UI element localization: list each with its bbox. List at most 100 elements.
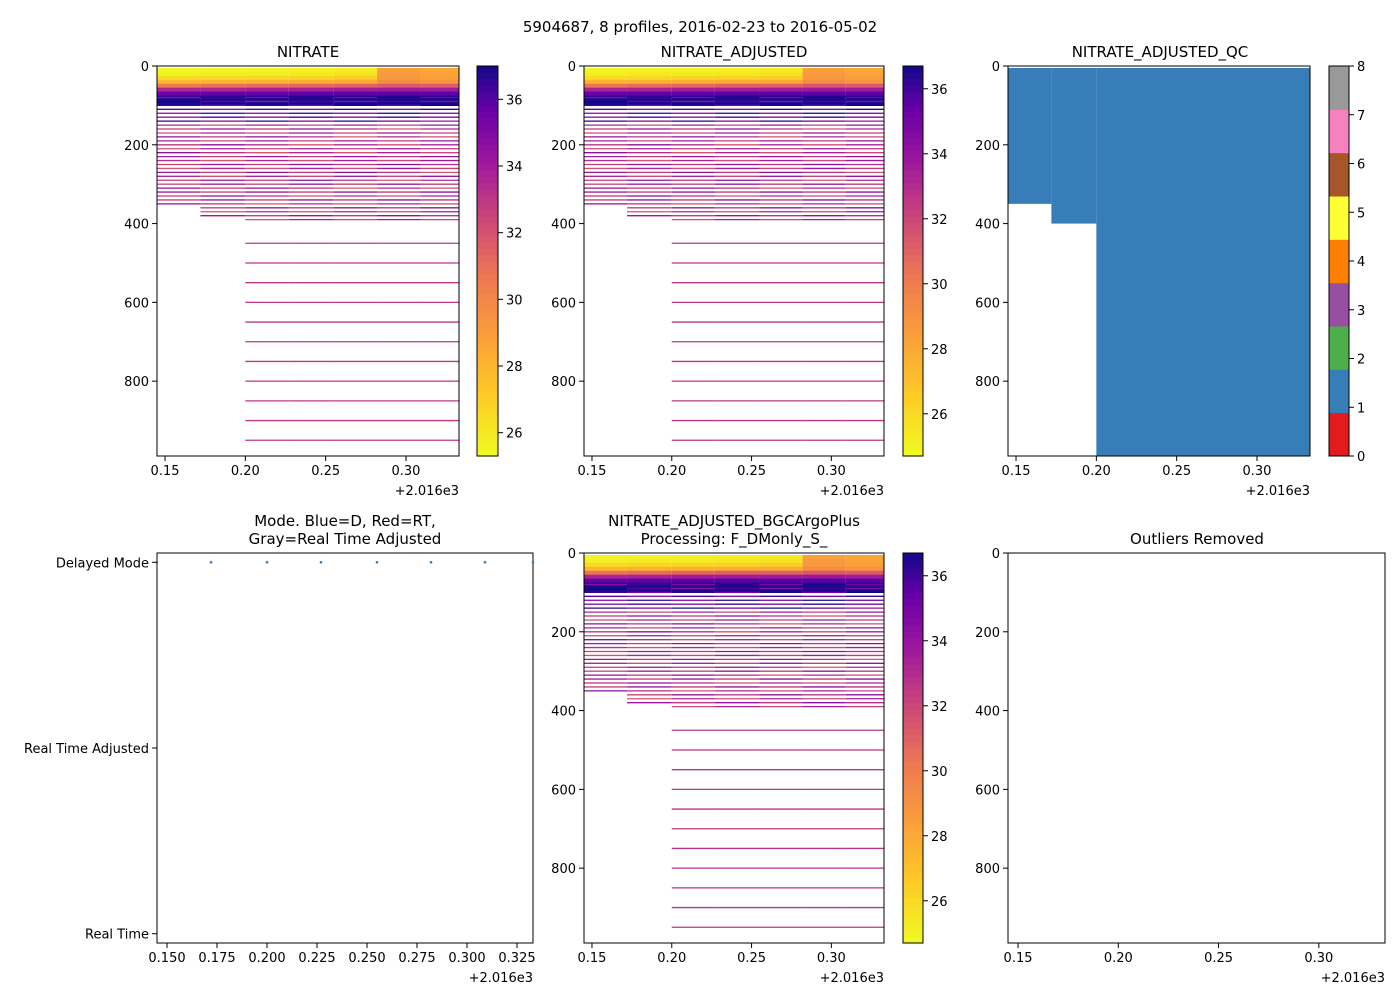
x-tick-label: 0.25 [1204,951,1233,966]
heatmap-cell [245,87,289,94]
y-tick-label: 600 [551,783,576,798]
colorbar-tick-label: 36 [931,570,948,585]
heatmap-cell [759,79,803,86]
heatmap-cell [802,574,846,581]
heatmap-cell [802,67,846,74]
colorbar-tick-label: 34 [931,148,948,163]
colorbar-segment [903,917,923,925]
qc-x-offset: +2.016e3 [1246,484,1310,499]
heatmap-cell [157,79,201,86]
colorbar-segment [903,248,923,256]
colorbar-segment [903,728,923,736]
heatmap-cell [845,75,884,82]
bgc-colorbar: 26 28 30 32 34 36 [902,552,948,944]
colorbar-segment [903,871,923,879]
colorbar-tick-label: 34 [506,160,523,175]
qc-colorbar-segment [1329,196,1349,240]
colorbar-segment [477,443,498,451]
y-tick-label: 200 [975,626,1000,641]
colorbar-segment [477,378,498,386]
heatmap-cell [845,83,884,90]
heatmap-cell [333,91,378,98]
heatmap-cell [627,586,672,593]
heatmap-cell [714,75,760,82]
colorbar-segment [903,891,923,899]
x-tick-label: 0.275 [398,951,435,966]
x-tick-label: 0.15 [151,464,180,479]
heatmap-cell [627,83,672,90]
colorbar-segment [903,793,923,801]
colorbar-segment [477,280,498,288]
heatmap-cell [245,75,289,82]
qc-colorbar-tick-label: 1 [1357,401,1365,416]
x-tick-label: 0.25 [311,464,340,479]
colorbar-segment [903,754,923,762]
qc-colorbar-segment [1329,326,1349,370]
heatmap-cell [671,554,715,561]
y-tick-label: 200 [551,626,576,641]
y-tick-label: 600 [124,296,149,311]
heatmap-cell [714,578,760,585]
heatmap-cell [584,558,628,565]
heatmap-cell [845,87,884,94]
colorbar-segment [477,209,498,217]
colorbar-tick-label: 36 [931,83,948,98]
colorbar-segment [903,709,923,717]
heatmap-cell [627,95,672,102]
colorbar-segment [903,85,923,93]
colorbar-segment [477,248,498,256]
colorbar-segment [903,202,923,210]
colorbar-tick-label: 28 [931,343,948,358]
heatmap-cell [584,582,628,589]
heatmap-cell [627,574,672,581]
heatmap-cell [245,79,289,86]
colorbar-segment [903,605,923,613]
colorbar-segment [903,566,923,574]
colorbar-segment [903,339,923,347]
colorbar-segment [903,592,923,600]
colorbar-segment [477,157,498,165]
y-tick-label: 400 [975,218,1000,233]
colorbar-segment [903,215,923,223]
nitrate-adjusted-plot-area: 0.15 0.20 0.25 0.30 0 200 400 600 800 [551,60,885,479]
heatmap-cell [377,95,421,102]
colorbar-tick-label: 28 [506,360,523,375]
heatmap-cell [671,75,715,82]
qc-title: NITRATE_ADJUSTED_QC [1072,43,1249,62]
mode-point [483,561,487,564]
colorbar-segment [903,384,923,392]
heatmap-cell [377,79,421,86]
qc-colorbar-segment [1329,109,1349,154]
colorbar-frame [476,65,499,457]
colorbar-segment [477,254,498,262]
heatmap-cell [333,95,378,102]
heatmap-cell [584,574,628,581]
heatmap-cell [333,75,378,82]
qc-colorbar: 0 1 2 3 4 5 6 7 8 [1328,60,1365,465]
colorbar-segment [477,66,498,74]
x-tick-label: 0.15 [578,464,607,479]
heatmap-cell [584,586,628,593]
colorbar-segment [477,202,498,210]
colorbar-tick-label: 32 [931,700,948,715]
qc-colorbar-tick-label: 6 [1357,158,1365,173]
y-tick-label: 600 [975,296,1000,311]
heatmap-cell [627,99,672,106]
heatmap-cell [671,71,715,78]
nitrate-title: NITRATE [277,43,339,61]
heatmap-cell [245,99,289,106]
heatmap-cell [157,99,201,106]
heatmap-cell [759,578,803,585]
heatmap-cell [671,574,715,581]
colorbar-segment [903,845,923,853]
colorbar-segment [477,300,498,308]
y-category-label: Real Time [85,928,149,943]
heatmap-cell [200,99,246,106]
heatmap-cell [714,570,760,577]
colorbar-segment [903,813,923,821]
colorbar-segment [903,397,923,405]
colorbar-segment [477,332,498,340]
axes-frame [583,552,885,944]
colorbar-tick-label: 34 [931,635,948,650]
y-tick-label: 800 [975,375,1000,390]
